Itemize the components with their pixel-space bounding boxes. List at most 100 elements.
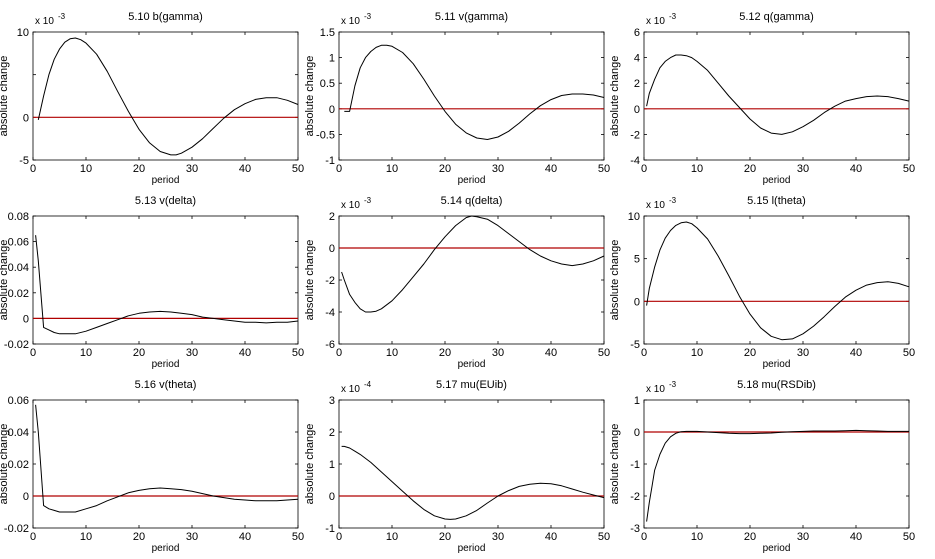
x-tick-label: 10: [386, 531, 398, 543]
scale-multiplier: x 10: [646, 16, 665, 27]
x-axis-label: period: [763, 175, 791, 186]
y-tick-label: 6: [634, 27, 640, 39]
x-tick-label: 0: [336, 531, 342, 543]
series-line: [341, 215, 605, 313]
y-tick-label: 0: [634, 427, 640, 439]
chart-title: 5.16 v(theta): [135, 379, 197, 391]
scale-exponent: -3: [364, 196, 372, 205]
chart-title: 5.11 v(gamma): [435, 11, 508, 23]
x-tick-label: 0: [30, 163, 36, 175]
scale-multiplier: x 10: [341, 200, 360, 211]
subplot-9: 5.18 mu(RSDib) 0 10 20 30 40 50 -3 -2 -1 0 1 x 10 -3 p…: [609, 379, 915, 554]
y-axis-label: absolute change: [304, 424, 316, 505]
y-tick-label: -5: [19, 155, 29, 167]
y-tick-label: -1: [325, 155, 335, 167]
y-tick-label: 0.04: [8, 262, 29, 274]
y-tick-label: -2: [325, 275, 335, 287]
x-axis-label: period: [152, 543, 180, 554]
y-tick-label: 1.5: [320, 27, 335, 39]
x-tick-label: 20: [744, 531, 756, 543]
scale-multiplier: x 10: [35, 16, 54, 27]
x-tick-label: 40: [239, 163, 251, 175]
y-tick-label: 0.02: [8, 459, 29, 471]
y-tick-label: 0: [23, 313, 29, 325]
x-tick-label: 0: [30, 347, 36, 359]
x-tick-label: 10: [691, 163, 703, 175]
scale-exponent: -4: [364, 380, 372, 389]
x-tick-label: 40: [239, 531, 251, 543]
y-axis-label: absolute change: [609, 240, 621, 321]
y-tick-label: -5: [630, 339, 640, 351]
y-tick-label: 5: [634, 254, 640, 266]
axes-box: [32, 399, 299, 529]
x-tick-label: 50: [903, 163, 915, 175]
y-tick-label: -4: [630, 155, 640, 167]
x-tick-label: 10: [386, 347, 398, 359]
chart-title: 5.10 b(gamma): [128, 11, 203, 23]
y-axis-label: absolute change: [0, 240, 10, 321]
series-line: [646, 221, 910, 341]
y-axis-label: absolute change: [0, 56, 10, 137]
x-tick-label: 40: [850, 347, 862, 359]
x-tick-label: 50: [598, 347, 610, 359]
series-line: [35, 235, 299, 335]
y-axis-label: absolute change: [304, 56, 316, 137]
y-tick-label: 0: [23, 491, 29, 503]
scale-exponent: -3: [58, 12, 66, 21]
x-tick-label: 30: [492, 163, 504, 175]
y-tick-label: 1: [329, 459, 335, 471]
y-tick-label: -6: [325, 339, 335, 351]
series-line: [37, 37, 299, 156]
x-tick-label: 20: [133, 347, 145, 359]
chart-title: 5.17 mu(EUib): [436, 379, 507, 391]
series-line: [344, 44, 605, 140]
y-tick-label: -4: [325, 307, 335, 319]
y-tick-label: -1: [630, 459, 640, 471]
y-tick-label: 0: [634, 104, 640, 116]
subplot-7: 5.16 v(theta)0 10 20 30 40 50-0.0200.020.040.…: [0, 379, 304, 554]
x-axis-label: period: [458, 359, 486, 370]
x-tick-label: 20: [133, 163, 145, 175]
x-tick-label: 40: [545, 531, 557, 543]
x-tick-label: 30: [186, 347, 198, 359]
x-tick-label: 20: [744, 347, 756, 359]
scale-multiplier: x 10: [646, 384, 665, 395]
x-tick-label: 50: [292, 347, 304, 359]
x-tick-label: 0: [30, 531, 36, 543]
x-tick-label: 0: [336, 347, 342, 359]
x-tick-label: 30: [492, 531, 504, 543]
x-tick-label: 10: [80, 347, 92, 359]
y-tick-label: 2: [329, 211, 335, 223]
scale-multiplier: x 10: [341, 16, 360, 27]
subplot-5: 5.14 q(delta) 0 10 20 30 40 50 -6 -4 -2 0 2 x 10 -3 pe…: [304, 195, 610, 370]
y-tick-label: 0: [329, 104, 335, 116]
scale-multiplier: x 10: [646, 200, 665, 211]
y-tick-label: -0.5: [316, 129, 335, 141]
y-tick-label: 1: [634, 395, 640, 407]
x-axis-label: period: [152, 175, 180, 186]
x-axis-label: period: [763, 359, 791, 370]
y-axis-label: absolute change: [304, 240, 316, 321]
y-axis-label: absolute change: [0, 424, 10, 505]
y-tick-label: 0: [634, 296, 640, 308]
y-tick-label: -0.02: [4, 339, 29, 351]
y-tick-label: 0.08: [8, 211, 29, 223]
series-line: [35, 404, 299, 513]
x-tick-label: 10: [80, 531, 92, 543]
x-tick-label: 40: [545, 347, 557, 359]
y-tick-label: 0: [329, 491, 335, 503]
x-axis-label: period: [152, 359, 180, 370]
x-tick-label: 10: [386, 163, 398, 175]
y-tick-label: 0.06: [8, 237, 29, 249]
x-tick-label: 20: [133, 531, 145, 543]
subplot-2: 5.11 v(gamma) 0 10 20 30 40 50 -1 -0.5 0 0.5 1 1.5 x …: [304, 11, 610, 186]
subplot-4: 5.13 v(delta)0 10 20 30 40 50-0.0200.020.040.…: [0, 195, 304, 370]
x-tick-label: 20: [744, 163, 756, 175]
y-tick-label: 0.04: [8, 427, 29, 439]
y-tick-label: 10: [17, 27, 29, 39]
x-tick-label: 20: [439, 347, 451, 359]
x-tick-label: 40: [545, 163, 557, 175]
